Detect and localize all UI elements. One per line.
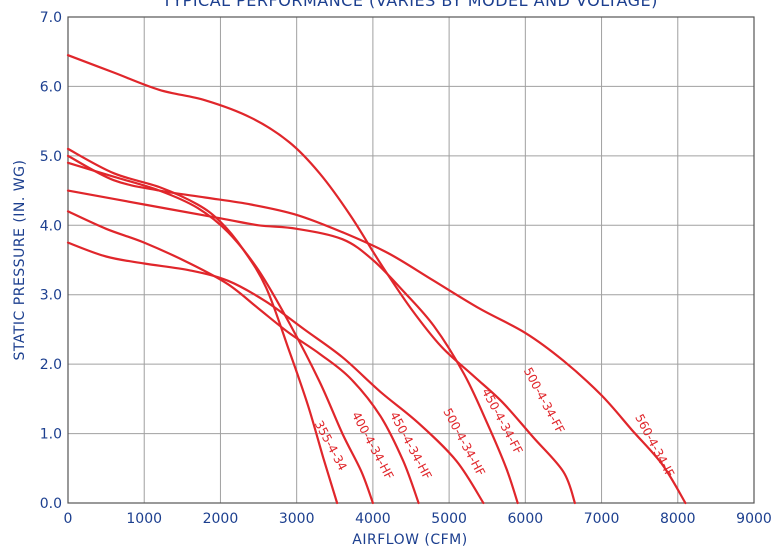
fan-curve-500-4-34-HF: [66, 241, 485, 505]
y-axis-label: STATIC PRESSURE (IN. WG): [12, 160, 28, 361]
y-tick-label: 0.0: [40, 496, 62, 512]
curve-label: 560-4-34-IF: [632, 412, 677, 480]
x-tick-label: 0: [64, 511, 73, 527]
x-tick-label: 5000: [431, 511, 467, 527]
x-tick-label: 3000: [279, 511, 315, 527]
curve-label: 500-4-34-HF: [440, 406, 487, 479]
y-tick-label: 7.0: [40, 10, 62, 26]
x-tick-label: 8000: [660, 511, 696, 527]
y-tick-label: 3.0: [40, 288, 62, 304]
x-tick-label: 9000: [736, 511, 772, 527]
fan-curve-450-4-34-FF: [66, 189, 519, 505]
y-tick-label: 2.0: [40, 357, 62, 373]
axis-ticks: 0 1000 2000 3000 4000 5000 6000 7000 8000 9000 0.0…: [40, 10, 772, 527]
x-tick-label: 7000: [584, 511, 620, 527]
x-tick-label: 1000: [126, 511, 162, 527]
x-tick-label: 4000: [355, 511, 391, 527]
fan-curve-450-4-34-HF: [66, 210, 420, 505]
y-tick-label: 6.0: [40, 79, 62, 95]
chart-title: TYPICAL PERFORMANCE (VARIES BY MODEL AND…: [161, 0, 658, 10]
fan-curve-560-4-34-IF: [66, 154, 687, 505]
plot-frame: [67, 16, 755, 504]
x-tick-label: 6000: [508, 511, 544, 527]
fan-curve-500-4-34-FF: [66, 54, 576, 505]
x-tick-label: 2000: [203, 511, 239, 527]
y-tick-label: 5.0: [40, 149, 62, 165]
curve-label: 500-4-34-FF: [521, 365, 567, 436]
x-axis-label: AIRFLOW (CFM): [352, 532, 467, 548]
fan-curves: [66, 54, 687, 505]
curve-label: 355-4-34: [312, 418, 350, 473]
y-tick-label: 1.0: [40, 427, 62, 443]
fan-curve-400-4-34-HF: [66, 161, 374, 505]
grid-lines: [68, 17, 754, 503]
y-tick-label: 4.0: [40, 218, 62, 234]
